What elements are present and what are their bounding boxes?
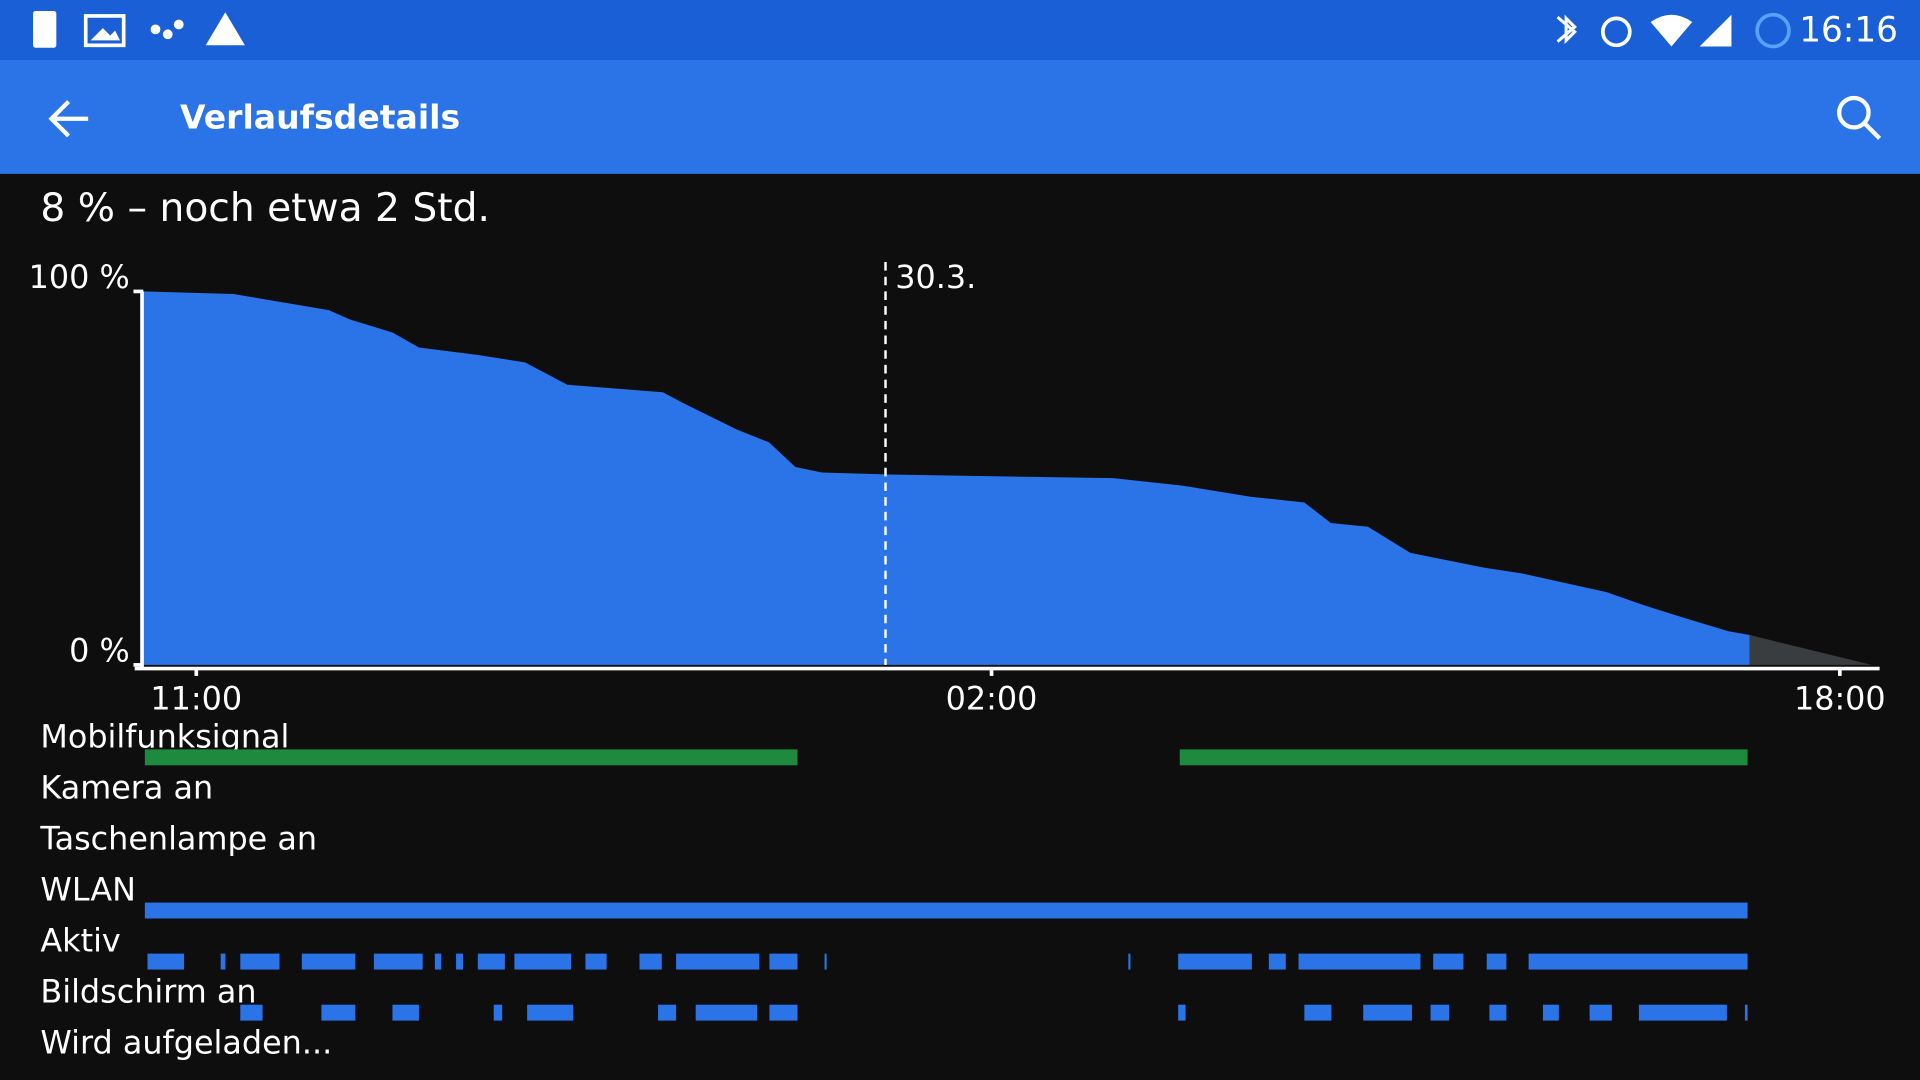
track-segment <box>220 953 226 970</box>
track-segment <box>1433 953 1464 970</box>
track-segment <box>373 953 423 970</box>
track-segment <box>1489 1004 1507 1021</box>
track-segment <box>514 953 572 970</box>
track-segment <box>1128 953 1131 970</box>
date-marker-label: 30.3. <box>895 258 976 296</box>
app-title: Verlaufsdetails <box>180 97 460 136</box>
y-tick-label: 100 % <box>29 258 130 296</box>
track-segment <box>456 953 463 970</box>
track-segment <box>434 953 442 970</box>
track-segment <box>1298 953 1421 970</box>
battery-summary: 8 % – noch etwa 2 Std. <box>40 186 490 231</box>
track-segment <box>240 1004 263 1021</box>
track-segment <box>493 1004 503 1021</box>
battery-area <box>143 291 1750 665</box>
track-segment <box>144 902 1748 919</box>
track-segment <box>1363 1004 1412 1021</box>
track-segment <box>1268 953 1286 970</box>
track-segment <box>1430 1004 1450 1021</box>
track-segment <box>1528 953 1748 970</box>
track-segment <box>392 1004 419 1021</box>
track-segment <box>639 953 662 970</box>
track-label: Taschenlampe an <box>39 819 317 857</box>
track-segment <box>1486 953 1507 970</box>
track-segment <box>321 1004 356 1021</box>
x-tick-label: 02:00 <box>946 679 1038 717</box>
track-segment <box>585 953 607 970</box>
back-button[interactable] <box>48 100 89 138</box>
track-segment <box>527 1004 574 1021</box>
track-label: Aktiv <box>40 922 120 960</box>
clock: 16:16 <box>1799 10 1898 50</box>
app-bar <box>0 60 1920 174</box>
track-segment <box>240 953 280 970</box>
track-segment <box>477 953 505 970</box>
track-segment <box>769 953 798 970</box>
track-segment <box>144 749 798 766</box>
y-tick-label: 0 % <box>69 632 130 670</box>
track-label: Kamera an <box>40 768 213 806</box>
status-bar <box>0 0 1920 60</box>
track-segment <box>1304 1004 1332 1021</box>
track-segment <box>658 1004 677 1021</box>
track-segment <box>1542 1004 1559 1021</box>
track-segment <box>1178 1004 1186 1021</box>
track-label: WLAN <box>40 871 136 909</box>
track-segment <box>1178 953 1252 970</box>
track-segment <box>1638 1004 1727 1021</box>
chart: 0 % 100 % 11:00 02:00 18:00 30.3. Mobilfunksig… <box>29 258 1886 1062</box>
x-tick-label: 18:00 <box>1794 679 1886 717</box>
track-label: Wird aufgeladen... <box>40 1024 332 1062</box>
track-label: Bildschirm an <box>40 973 256 1011</box>
track-label: Mobilfunksignal <box>40 717 289 755</box>
track-segment <box>824 953 827 970</box>
search-button[interactable] <box>1837 95 1882 140</box>
track-segment <box>695 1004 758 1021</box>
track-segment <box>1744 1004 1748 1021</box>
track-segment <box>769 1004 798 1021</box>
x-tick-label: 11:00 <box>150 679 242 717</box>
track-segment <box>1589 1004 1612 1021</box>
track-segment <box>1179 749 1748 766</box>
track-segment <box>301 953 356 970</box>
track-segment <box>676 953 760 970</box>
track-segment <box>147 953 185 970</box>
